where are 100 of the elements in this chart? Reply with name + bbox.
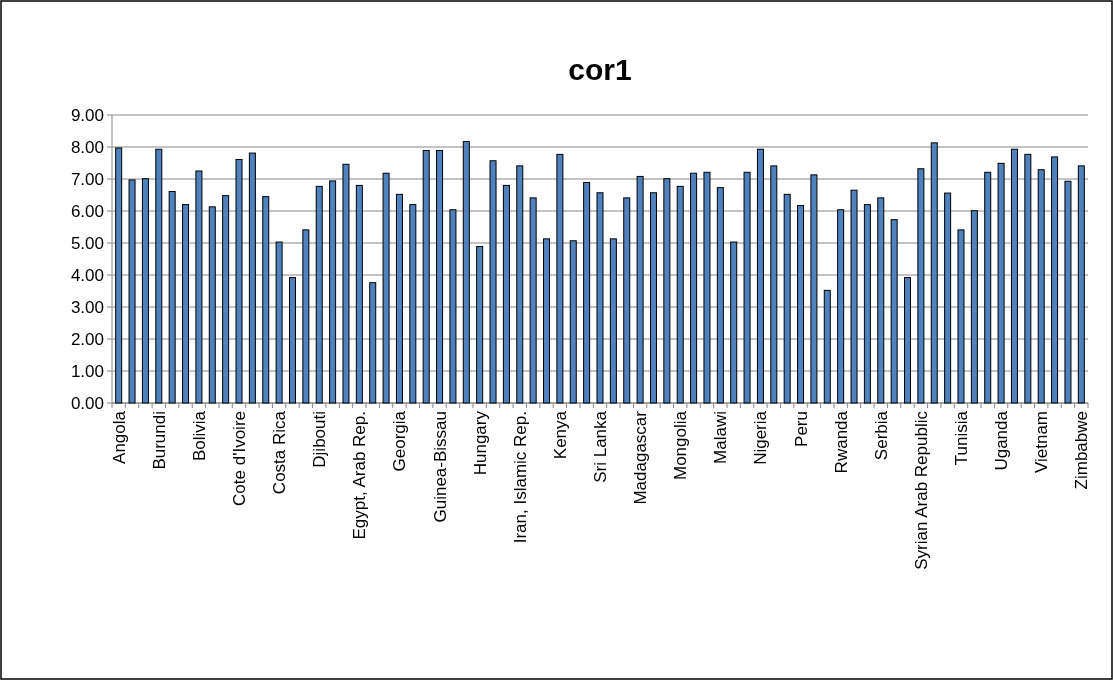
bar (797, 205, 805, 404)
bar (609, 238, 617, 404)
x-tick-label: Malawi (711, 411, 731, 464)
bar (877, 197, 885, 404)
bar (288, 277, 296, 404)
bar (970, 210, 978, 404)
bar (957, 229, 965, 404)
x-tick-label: Hungary (470, 410, 490, 476)
bar (529, 197, 537, 404)
bar (182, 204, 190, 404)
bar (703, 171, 711, 404)
bar (596, 192, 604, 404)
x-tick-label: Egypt, Arab Rep. (350, 411, 370, 540)
bar (676, 185, 684, 404)
x-tick-label: Costa Rica (270, 410, 290, 495)
x-tick-label: Kenya (550, 410, 570, 460)
bar (716, 187, 724, 404)
bar (1051, 156, 1059, 404)
bar (984, 171, 992, 404)
x-tick-label: Syrian Arab Republic (911, 410, 931, 570)
x-tick-label: Iran, Islamic Rep. (510, 411, 530, 544)
bar (355, 184, 363, 404)
bar (222, 195, 230, 404)
bar (262, 196, 270, 404)
bar (730, 241, 738, 404)
x-tick-label: Sri Lanka (590, 410, 610, 483)
bar (382, 172, 390, 404)
bar (944, 192, 952, 404)
bar (850, 189, 858, 404)
x-tick-label: Cote d'Ivoire (229, 411, 249, 506)
bar (904, 277, 912, 404)
y-tick-label: 2.00 (70, 329, 104, 349)
x-tick-label: Zimbabwe (1072, 411, 1092, 490)
bar (1010, 148, 1018, 404)
bar (837, 209, 845, 404)
y-tick-label: 3.00 (70, 297, 104, 317)
bar (1077, 165, 1085, 404)
x-tick-label: Tunisia (951, 410, 971, 466)
x-tick-label: Angola (109, 410, 129, 464)
bar (395, 193, 403, 404)
y-tick-label: 4.00 (70, 265, 104, 285)
bar (1064, 180, 1072, 404)
bar (930, 142, 938, 404)
bar (743, 171, 751, 404)
bar (583, 182, 591, 404)
bar (756, 148, 764, 404)
bar (1024, 153, 1032, 404)
bar (476, 246, 484, 404)
bar (248, 152, 256, 404)
bar (141, 178, 149, 404)
bar (810, 174, 818, 404)
x-tick-label: Peru (791, 411, 811, 447)
y-tick-label: 9.00 (70, 105, 104, 125)
bar (649, 192, 657, 404)
x-tick-label: Madagascar (631, 410, 651, 505)
bar (783, 193, 791, 404)
y-tick-label: 1.00 (70, 361, 104, 381)
y-tick-label: 5.00 (70, 233, 104, 253)
bar (1037, 169, 1045, 404)
bar (422, 150, 430, 404)
bar (449, 209, 457, 404)
x-tick-label: Djibouti (310, 411, 330, 468)
bar (997, 162, 1005, 404)
bar (489, 160, 497, 404)
bar (315, 185, 323, 404)
bar (823, 289, 831, 404)
bar (543, 238, 551, 404)
bar (208, 206, 216, 404)
x-tick-label: Rwanda (831, 410, 851, 474)
x-tick-label: Mongolia (671, 410, 691, 480)
bar (436, 150, 444, 404)
y-tick-label: 8.00 (70, 137, 104, 157)
bar (168, 190, 176, 404)
x-tick-label: Serbia (871, 410, 891, 461)
bar (275, 241, 283, 404)
x-tick-label: Burundi (149, 411, 169, 470)
bar (155, 148, 163, 404)
bar (235, 158, 243, 404)
bar (917, 168, 925, 404)
bar (342, 163, 350, 404)
bar (890, 219, 898, 404)
bar (502, 184, 510, 404)
bar (863, 204, 871, 404)
x-tick-label: Vietnam (1032, 411, 1052, 474)
bar (690, 172, 698, 404)
y-tick-label: 7.00 (70, 169, 104, 189)
x-tick-label: Nigeria (751, 410, 771, 465)
bar (329, 180, 337, 404)
bar (302, 229, 310, 404)
bar (409, 204, 417, 404)
bar (663, 178, 671, 404)
bar (462, 141, 470, 404)
y-tick-label: 0.00 (70, 393, 104, 413)
bar (770, 165, 778, 404)
x-tick-label: Guinea-Bissau (430, 411, 450, 523)
y-tick-label: 6.00 (70, 201, 104, 221)
x-tick-label: Georgia (390, 410, 410, 472)
bar (128, 179, 136, 404)
bar (556, 153, 564, 404)
bar (623, 197, 631, 404)
